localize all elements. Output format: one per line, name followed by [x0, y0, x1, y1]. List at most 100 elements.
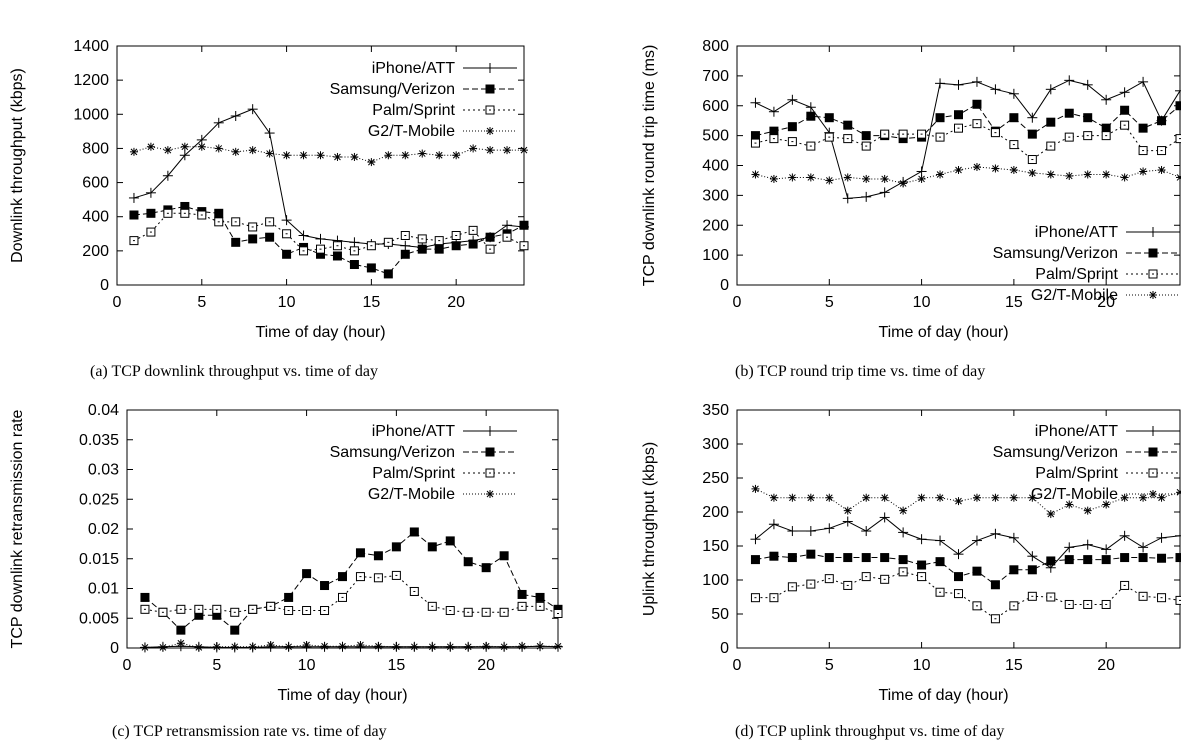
- x-tick-label: 10: [913, 657, 931, 674]
- data-point-d: [1065, 501, 1073, 508]
- data-point-d: [500, 643, 508, 651]
- data-point-d: [267, 641, 275, 649]
- legend-label: Samsung/Verizon: [330, 81, 455, 98]
- data-point: [824, 553, 834, 563]
- data-point-d: [862, 494, 870, 502]
- data-point-d: [503, 146, 511, 154]
- plot-frame: [116, 45, 525, 286]
- data-point: [481, 563, 491, 573]
- legend-marker-d: [486, 490, 494, 498]
- series-1: [140, 527, 563, 635]
- data-point-d: [789, 174, 796, 181]
- x-tick-label: 10: [913, 294, 931, 311]
- data-point: [806, 111, 816, 121]
- x-tick-label: 0: [123, 657, 132, 674]
- series-line: [755, 103, 1181, 140]
- data-point: [806, 549, 816, 559]
- data-point-d: [446, 643, 454, 651]
- y-tick-label: 0.005: [79, 610, 119, 627]
- data-point-d: [464, 643, 472, 651]
- data-point-d: [418, 150, 426, 157]
- data-point-d: [899, 507, 907, 514]
- data-point: [1120, 553, 1130, 563]
- data-point-d: [899, 180, 907, 187]
- data-point: [935, 557, 945, 567]
- series-line: [755, 553, 1181, 586]
- data-point-d: [231, 643, 239, 651]
- data-point-d: [232, 148, 240, 156]
- data-point-d: [1084, 507, 1092, 514]
- y-axis-label: TCP downlink round trip time (ms): [641, 45, 658, 287]
- data-point-d: [844, 174, 852, 181]
- x-tick-label: 15: [1005, 294, 1023, 311]
- data-point-d: [300, 151, 307, 159]
- chart-b: 0 100 200 300 400 500 600 700 800 0 5 10 15 20 Time of…: [641, 38, 1181, 341]
- series-0: [750, 512, 1181, 573]
- data-point-d: [554, 642, 562, 650]
- y-axis-label: Uplink throughput (kbps): [641, 442, 658, 616]
- data-point-d: [918, 175, 925, 183]
- data-point: [366, 263, 376, 273]
- data-point-d: [770, 175, 778, 183]
- data-point: [302, 569, 312, 579]
- series-0: [750, 75, 1181, 204]
- x-axis-label: Time of day (hour): [277, 687, 407, 704]
- legend-label: Palm/Sprint: [372, 465, 455, 482]
- series-0: [139, 641, 563, 653]
- data-point: [212, 610, 222, 620]
- y-tick-label: 0: [720, 277, 729, 294]
- y-tick-label: 350: [702, 402, 729, 419]
- data-point-d: [130, 148, 138, 156]
- y-tick-label: 300: [702, 436, 729, 453]
- data-point-d: [249, 146, 257, 154]
- x-tick-label: 5: [825, 294, 834, 311]
- x-tick-label: 20: [477, 657, 495, 674]
- data-point: [843, 553, 853, 563]
- legend-marker: [485, 84, 495, 94]
- data-point: [1046, 117, 1056, 127]
- series-3: [751, 162, 1181, 188]
- series-line: [755, 571, 1181, 620]
- x-tick-label: 0: [733, 657, 742, 674]
- data-point: [1175, 553, 1181, 563]
- legend-label: Samsung/Verizon: [993, 245, 1118, 262]
- data-point: [787, 553, 797, 563]
- data-point: [391, 542, 401, 552]
- data-point-d: [918, 494, 925, 502]
- data-point-d: [955, 497, 962, 505]
- y-tick-label: 200: [702, 504, 729, 521]
- data-point-d: [368, 158, 375, 166]
- data-point: [463, 557, 473, 567]
- data-point: [316, 249, 325, 259]
- data-point: [750, 131, 760, 141]
- data-point-d: [351, 153, 358, 161]
- series-3: [129, 142, 528, 167]
- data-point: [972, 99, 982, 109]
- y-tick-label: 250: [702, 470, 729, 487]
- legend-label: Samsung/Verizon: [330, 444, 455, 461]
- data-point: [176, 625, 186, 635]
- data-point-d: [195, 644, 203, 651]
- data-point-d: [955, 166, 962, 174]
- y-tick-label: 400: [702, 158, 729, 175]
- data-point: [248, 234, 258, 244]
- panel-b: 0 100 200 300 400 500 600 700 800 0 5 10 15 20 Time of…: [590, 0, 1181, 360]
- legend: iPhone/ATT Samsung/Verizon Palm/Sprint G2/T…: [993, 224, 1180, 304]
- data-point-d: [1010, 494, 1018, 502]
- data-point: [1083, 113, 1093, 123]
- legend-label: G2/T-Mobile: [1031, 486, 1118, 503]
- legend-marker-d: [486, 127, 494, 135]
- series-2: [750, 119, 1181, 165]
- data-point: [231, 237, 241, 247]
- y-tick-label: 0.02: [88, 521, 119, 538]
- legend-label: iPhone/ATT: [1035, 423, 1119, 440]
- data-point: [129, 210, 139, 220]
- y-tick-label: 100: [702, 247, 729, 264]
- data-point: [1083, 555, 1093, 565]
- data-point: [499, 551, 509, 561]
- data-point: [898, 555, 908, 565]
- data-point-d: [973, 494, 981, 502]
- legend-label: G2/T-Mobile: [368, 123, 455, 140]
- panel-a: 0 200 400 600 800 1000 1200 1400 0 5 10 15 20 Time of…: [0, 0, 590, 360]
- x-tick-label: 5: [212, 657, 221, 674]
